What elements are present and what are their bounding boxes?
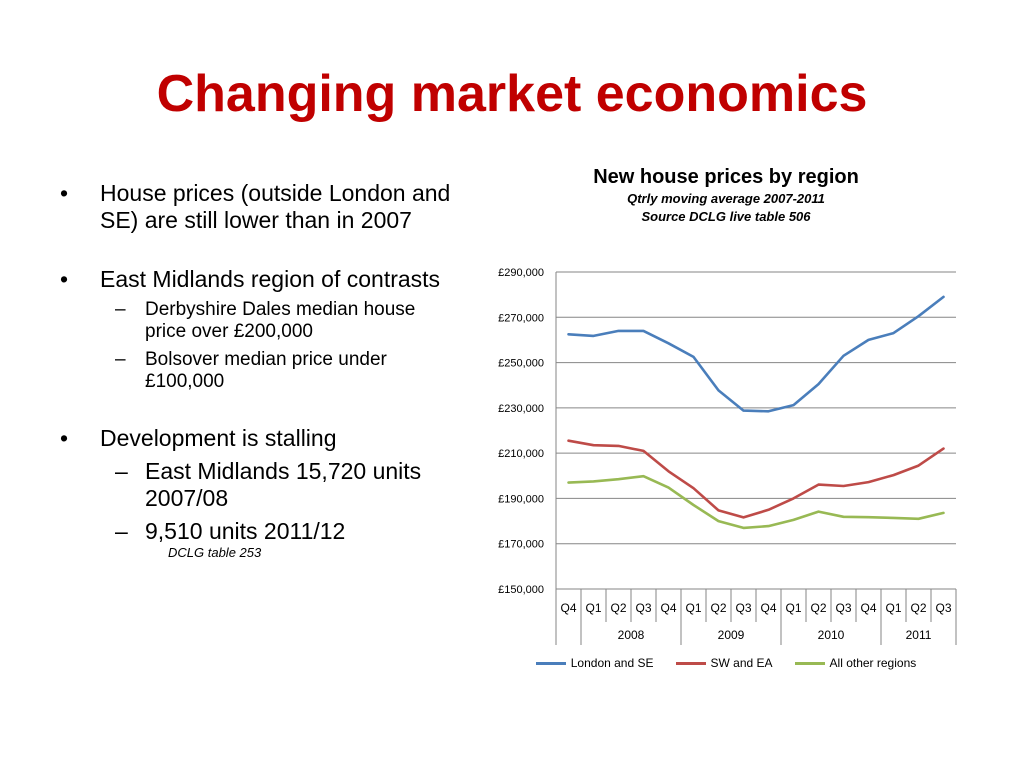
sub-bullet-text: Derbyshire Dales median house price over… [145,299,416,342]
legend-label: All other regions [829,656,917,670]
year-group-label: 2009 [718,628,745,642]
chart-title: New house prices by region [593,166,859,188]
legend-label: London and SE [570,656,654,670]
legend-swatch [675,661,706,665]
bullet-text: House prices (outside London and SE) are… [100,180,451,233]
bullet-marker: • [60,266,69,292]
y-tick-label: £190,000 [498,493,544,505]
sub-bullet-item: – Derbyshire Dales median house price ov… [60,299,460,343]
series-line [567,439,945,519]
y-tick-label: £270,000 [498,312,544,324]
chart-subtitle: Qtrly moving average 2007-2011 [627,191,825,206]
bullet-item: • House prices (outside London and SE) a… [60,180,460,234]
legend-item: London and SE [535,656,654,670]
y-tick-label: £170,000 [498,539,544,551]
sub-bullet-item: – East Midlands 15,720 units 2007/08 [60,458,460,512]
y-tick-label: £290,000 [498,267,544,279]
sub-bullet-item: – 9,510 units 2011/12 [60,518,460,545]
y-tick-label: £150,000 [498,584,544,596]
year-group-label: 2011 [906,628,932,642]
sub-bullet-text: East Midlands 15,720 units 2007/08 [145,458,422,511]
x-tick-label: Q2 [610,601,626,615]
legend-label: SW and EA [710,656,773,670]
x-tick-label: Q4 [760,601,776,615]
bullet-list: • House prices (outside London and SE) a… [60,180,460,561]
dash-marker: – [115,458,128,484]
x-tick-label: Q4 [660,601,676,615]
year-group-label: 2008 [618,628,645,642]
y-tick-label: £250,000 [498,358,544,370]
legend-swatch [794,661,825,665]
x-tick-label: Q1 [685,601,701,615]
x-tick-label: Q2 [910,601,926,615]
x-tick-label: Q3 [735,601,751,615]
bullet-marker: • [60,180,69,206]
x-tick-label: Q2 [710,601,726,615]
legend-item: All other regions [794,656,917,670]
x-tick-label: Q2 [810,601,826,615]
bullet-item: • Development is stalling [60,425,460,452]
y-tick-label: £210,000 [498,448,544,460]
x-tick-label: Q1 [785,601,801,615]
sub-bullet-text: 9,510 units 2011/12 [145,518,346,544]
dash-marker: – [115,349,126,370]
sub-bullet-item: – Bolsover median price under £100,000 [60,349,460,393]
x-tick-label: Q4 [860,601,876,615]
series-line [567,474,945,530]
legend-item: SW and EA [675,656,773,670]
series-line [567,295,945,413]
dash-marker: – [115,518,128,544]
x-tick-label: Q3 [635,601,651,615]
legend-swatch [535,661,566,665]
year-group-label: 2010 [818,628,845,642]
sub-bullet-text: Bolsover median price under £100,000 [145,349,387,392]
x-tick-label: Q1 [885,601,901,615]
source-note: DCLG table 253 [168,545,262,560]
chart-heading: New house prices by region Qtrly moving … [480,164,972,226]
bullet-text: East Midlands region of contrasts [100,266,441,292]
chart-source: Source DCLG live table 506 [641,209,811,224]
x-tick-label: Q3 [935,601,951,615]
x-tick-label: Q1 [585,601,601,615]
x-tick-label: Q4 [560,601,576,615]
y-tick-label: £230,000 [498,403,544,415]
slide-title: Changing market economics [156,65,868,123]
chart-legend: London and SE SW and EA All other regions [480,656,972,670]
bullet-text: Development is stalling [100,425,337,451]
x-tick-label: Q3 [835,601,851,615]
bullet-item: • East Midlands region of contrasts [60,266,460,293]
dash-marker: – [115,299,126,320]
bullet-marker: • [60,425,69,451]
